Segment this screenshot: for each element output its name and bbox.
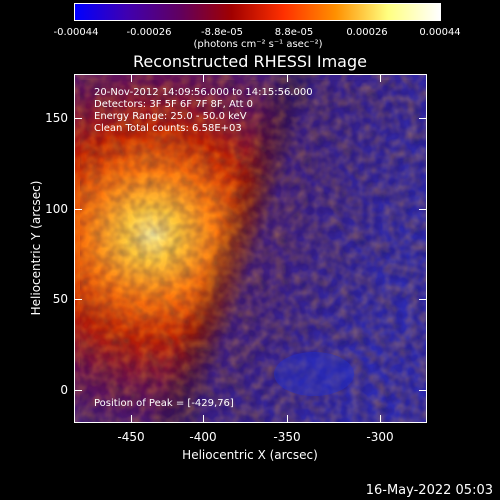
annotation-energy-range: Energy Range: 25.0 - 50.0 keV bbox=[94, 111, 247, 122]
y-tick bbox=[74, 209, 82, 210]
y-tick bbox=[74, 299, 82, 300]
x-tick bbox=[203, 74, 204, 82]
colorbar-tick-label: -0.00026 bbox=[126, 27, 172, 38]
colorbar-tick-label: 0.00026 bbox=[346, 27, 388, 38]
y-tick bbox=[74, 118, 82, 119]
y-tick-label: 50 bbox=[52, 292, 68, 306]
shadow-texture bbox=[80, 80, 427, 423]
x-tick bbox=[203, 415, 204, 423]
x-tick bbox=[287, 415, 288, 423]
x-tick-label: -300 bbox=[366, 430, 394, 444]
annotation-time-range: 20-Nov-2012 14:09:56.000 to 14:15:56.000 bbox=[94, 87, 313, 98]
x-tick-label: -400 bbox=[189, 430, 217, 444]
y-tick bbox=[419, 390, 427, 391]
y-tick bbox=[419, 118, 427, 119]
y-tick bbox=[419, 209, 427, 210]
y-tick bbox=[74, 390, 82, 391]
x-tick bbox=[131, 74, 132, 82]
annotation-detectors: Detectors: 3F 5F 6F 7F 8F, Att 0 bbox=[94, 99, 254, 110]
plot-title: Reconstructed RHESSI Image bbox=[133, 52, 367, 71]
blue-patch bbox=[274, 352, 354, 396]
y-tick-label: 100 bbox=[45, 202, 68, 216]
colorbar-tick-label: 0.00044 bbox=[419, 27, 461, 38]
colorbar-unit-label: (photons cm⁻² s⁻¹ asec⁻²) bbox=[193, 39, 323, 50]
colorbar-tick-label: -0.00044 bbox=[53, 27, 99, 38]
x-tick bbox=[380, 74, 381, 82]
y-axis-label: Heliocentric Y (arcsec) bbox=[29, 180, 43, 316]
annotation-method: Clean Total counts: 6.58E+03 bbox=[94, 123, 242, 134]
colorbar-tick-label: 8.8e-05 bbox=[274, 27, 314, 38]
annotation-peak: Position of Peak = [-429,76] bbox=[94, 398, 234, 409]
x-tick bbox=[131, 415, 132, 423]
x-tick bbox=[287, 74, 288, 82]
footer-timestamp: 16-May-2022 05:03 bbox=[365, 483, 493, 498]
x-tick-label: -350 bbox=[273, 430, 301, 444]
solar-image bbox=[74, 74, 427, 423]
y-tick-label: 150 bbox=[45, 111, 68, 125]
y-tick bbox=[419, 299, 427, 300]
colorbar bbox=[74, 3, 441, 21]
colorbar-tick-label: -8.8e-05 bbox=[201, 27, 243, 38]
solar-image-svg bbox=[74, 74, 427, 423]
x-tick bbox=[380, 415, 381, 423]
y-tick-label: 0 bbox=[60, 383, 68, 397]
x-axis-label: Heliocentric X (arcsec) bbox=[182, 448, 318, 462]
x-tick-label: -450 bbox=[117, 430, 145, 444]
